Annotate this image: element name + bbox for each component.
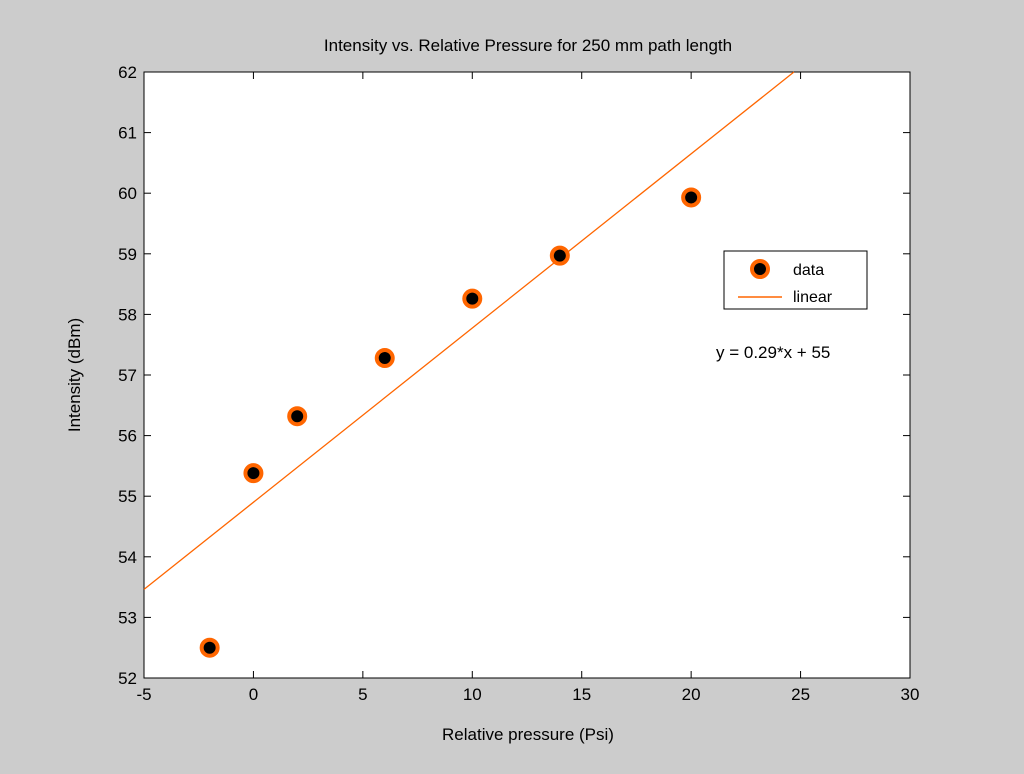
legend-data-marker (750, 259, 770, 279)
y-tick-label: 58 (118, 305, 137, 324)
legend-data-label: data (793, 262, 824, 279)
plot-area (143, 71, 911, 679)
linear-fit-line (143, 71, 795, 590)
x-tick-label: 30 (901, 685, 920, 704)
data-point (374, 348, 395, 369)
y-tick-label: 52 (118, 669, 137, 688)
y-tick-label: 54 (118, 548, 137, 567)
plot-content (143, 71, 795, 658)
y-axis: 52 53 54 55 56 57 58 59 60 61 62 (118, 63, 910, 688)
fit-equation-annotation: y = 0.29*x + 55 (716, 343, 830, 362)
x-tick-label: 15 (572, 685, 591, 704)
x-axis: -5 0 5 10 15 20 25 30 (136, 72, 919, 704)
data-point (243, 463, 264, 484)
data-point (462, 288, 483, 309)
y-tick-label: 55 (118, 487, 137, 506)
y-tick-label: 53 (118, 608, 137, 627)
legend-box (723, 250, 868, 310)
x-axis-label: Relative pressure (Psi) (442, 725, 614, 744)
y-tick-label: 59 (118, 245, 137, 264)
y-tick-label: 61 (118, 124, 137, 143)
legend-linear-label: linear (793, 289, 833, 306)
y-tick-label: 56 (118, 427, 137, 446)
y-tick-label: 60 (118, 184, 137, 203)
data-point (287, 406, 308, 427)
data-point (199, 637, 220, 658)
data-point (549, 245, 570, 266)
y-tick-label: 57 (118, 366, 137, 385)
x-tick-label: 0 (249, 685, 258, 704)
x-tick-label: 5 (358, 685, 367, 704)
y-axis-label: Intensity (dBm) (65, 318, 84, 432)
legend: data linear (723, 250, 868, 310)
y-tick-label: 62 (118, 63, 137, 82)
x-tick-label: 25 (791, 685, 810, 704)
chart-title: Intensity vs. Relative Pressure for 250 … (324, 36, 732, 55)
x-tick-label: -5 (136, 685, 151, 704)
x-tick-label: 10 (463, 685, 482, 704)
data-point (681, 187, 702, 208)
x-tick-label: 20 (682, 685, 701, 704)
